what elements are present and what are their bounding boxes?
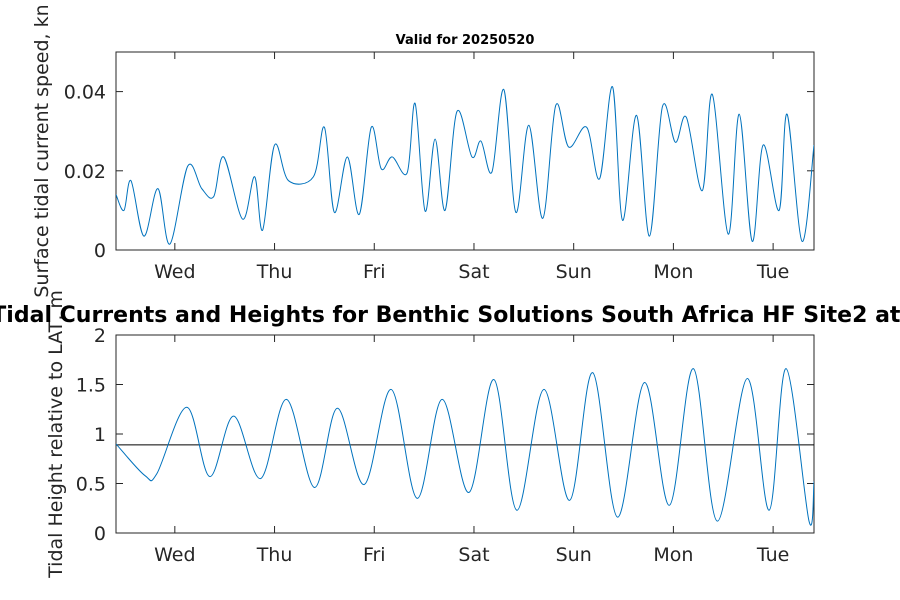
tidal-height-y-ticks: 0 0.5 1 1.5 2 [76, 325, 814, 545]
tidal-height-x-tick-label: Mon [653, 544, 693, 566]
current-speed-x-tick-label: Sun [556, 261, 592, 283]
tidal-height-y-axis-label: Tidal Height relative to LAT, m [45, 290, 67, 579]
tidal-height-y-tick-label: 1.5 [76, 375, 106, 397]
current-speed-y-tick-label: 0 [94, 240, 106, 262]
current-speed-plot-area [115, 51, 815, 251]
current-speed-y-tick-label: 0.04 [64, 82, 106, 104]
current-speed-series-line [116, 86, 814, 245]
tidal-height-y-tick-label: 0 [94, 523, 106, 545]
tidal-height-y-tick-label: 2 [94, 325, 106, 347]
current-speed-y-axis-label: Surface tidal current speed, kn [31, 4, 53, 297]
tidal-height-series-line [116, 368, 814, 526]
tidal-height-x-tick-label: Thu [256, 544, 293, 566]
tidal-height-x-tick-label: Wed [154, 544, 195, 566]
current-speed-x-tick-label: Sat [458, 261, 489, 283]
current-speed-x-tick-label: Tue [756, 261, 789, 283]
tidal-height-x-tick-label: Sun [556, 544, 592, 566]
current-speed-chart: Wed Thu Fri Sat Sun Mon Tue 0 0.02 0.04 Valid fo… [31, 4, 815, 298]
current-speed-x-tick-label: Fri [363, 261, 386, 283]
figure-main-title: Tidal Currents and Heights for Benthic S… [0, 303, 900, 328]
current-speed-y-ticks: 0 0.02 0.04 [64, 82, 814, 262]
current-speed-y-tick-label: 0.02 [64, 161, 106, 183]
tidal-height-plot-area [115, 334, 815, 534]
current-speed-chart-title: Valid for 20250520 [396, 33, 535, 48]
current-speed-x-tick-label: Mon [653, 261, 693, 283]
tidal-height-x-tick-label: Sat [458, 544, 489, 566]
tidal-height-chart: Wed Thu Fri Sat Sun Mon Tue 0 0.5 1 1.5 2 Tidal He… [45, 290, 815, 579]
tidal-height-x-ticks: Wed Thu Fri Sat Sun Mon Tue [154, 335, 789, 566]
tidal-height-x-tick-label: Tue [756, 544, 789, 566]
tidal-height-y-tick-label: 1 [94, 424, 106, 446]
current-speed-x-tick-label: Wed [154, 261, 195, 283]
current-speed-x-ticks: Wed Thu Fri Sat Sun Mon Tue [154, 52, 789, 283]
tidal-height-y-tick-label: 0.5 [76, 474, 106, 496]
tidal-height-x-tick-label: Fri [363, 544, 386, 566]
current-speed-x-tick-label: Thu [256, 261, 293, 283]
